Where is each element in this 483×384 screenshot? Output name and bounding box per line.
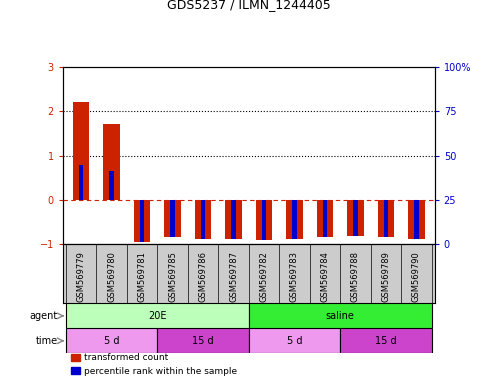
Text: GSM569786: GSM569786 — [199, 251, 208, 302]
Bar — [109, 171, 114, 200]
Legend: transformed count, percentile rank within the sample: transformed count, percentile rank withi… — [67, 350, 240, 379]
Text: time: time — [36, 336, 58, 346]
Bar — [225, 200, 242, 240]
Bar — [353, 200, 358, 236]
Bar — [340, 328, 432, 353]
Bar — [195, 200, 212, 238]
Text: GSM569789: GSM569789 — [382, 251, 390, 302]
Text: GSM569782: GSM569782 — [259, 251, 269, 302]
Bar — [262, 200, 266, 240]
Bar — [66, 328, 157, 353]
Bar — [134, 200, 150, 242]
Text: GSM569779: GSM569779 — [77, 251, 85, 302]
Bar — [408, 200, 425, 238]
Text: GDS5237 / ILMN_1244405: GDS5237 / ILMN_1244405 — [167, 0, 331, 12]
Text: 5 d: 5 d — [287, 336, 302, 346]
Bar — [66, 303, 249, 328]
Bar — [201, 200, 205, 238]
Bar — [231, 200, 236, 240]
Bar — [140, 200, 144, 242]
Text: GSM569783: GSM569783 — [290, 251, 299, 302]
Bar — [378, 200, 394, 237]
Bar — [73, 102, 89, 200]
Bar — [157, 328, 249, 353]
Text: 5 d: 5 d — [104, 336, 119, 346]
Bar — [256, 200, 272, 240]
Text: GSM569788: GSM569788 — [351, 251, 360, 302]
Text: GSM569785: GSM569785 — [168, 251, 177, 302]
Bar — [286, 200, 303, 238]
Text: GSM569784: GSM569784 — [320, 251, 329, 302]
Text: saline: saline — [326, 311, 355, 321]
Bar — [103, 124, 120, 200]
Bar — [170, 200, 175, 237]
Text: 15 d: 15 d — [192, 336, 214, 346]
Bar — [323, 200, 327, 237]
Text: GSM569790: GSM569790 — [412, 251, 421, 302]
Text: GSM569787: GSM569787 — [229, 251, 238, 302]
Bar — [414, 200, 419, 238]
Text: 15 d: 15 d — [375, 336, 397, 346]
Text: GSM569780: GSM569780 — [107, 251, 116, 302]
Bar — [249, 328, 340, 353]
Text: GSM569781: GSM569781 — [138, 251, 146, 302]
Text: agent: agent — [30, 311, 58, 321]
Bar — [316, 200, 333, 237]
Bar — [79, 165, 84, 200]
Text: 20E: 20E — [148, 311, 167, 321]
Bar — [384, 200, 388, 237]
Bar — [347, 200, 364, 236]
Bar — [164, 200, 181, 237]
Bar — [292, 200, 297, 238]
Bar — [249, 303, 432, 328]
